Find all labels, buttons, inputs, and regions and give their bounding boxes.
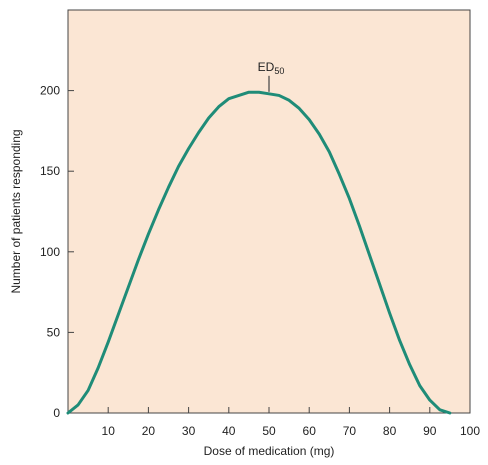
x-tick-label: 60: [303, 424, 317, 438]
x-tick-label: 50: [262, 424, 276, 438]
ed50-annotation: ED50: [258, 60, 285, 76]
x-tick-label: 10: [102, 424, 116, 438]
response-curve: [66, 90, 452, 415]
x-tick-label: 70: [343, 424, 357, 438]
y-tick-label: 0: [53, 406, 60, 420]
y-axis-title: Number of patients responding: [9, 129, 23, 293]
y-tick-label: 100: [40, 245, 60, 259]
y-tick-label: 150: [40, 164, 60, 178]
y-tick-label: 200: [40, 84, 60, 98]
x-axis-title: Dose of medication (mg): [204, 444, 335, 458]
y-tick-label: 50: [47, 325, 61, 339]
x-tick-label: 90: [423, 424, 437, 438]
x-tick-label: 20: [142, 424, 156, 438]
x-tick-label: 30: [182, 424, 196, 438]
ed50-label: ED: [258, 60, 275, 74]
x-tick-label: 40: [222, 424, 236, 438]
axis-ticks: 10 20 30 40 50 60 70 80 90 100 0 50 100 150 200: [40, 84, 480, 438]
x-tick-label: 100: [460, 424, 480, 438]
ed50-subscript: 50: [274, 66, 284, 76]
x-tick-label: 80: [383, 424, 397, 438]
